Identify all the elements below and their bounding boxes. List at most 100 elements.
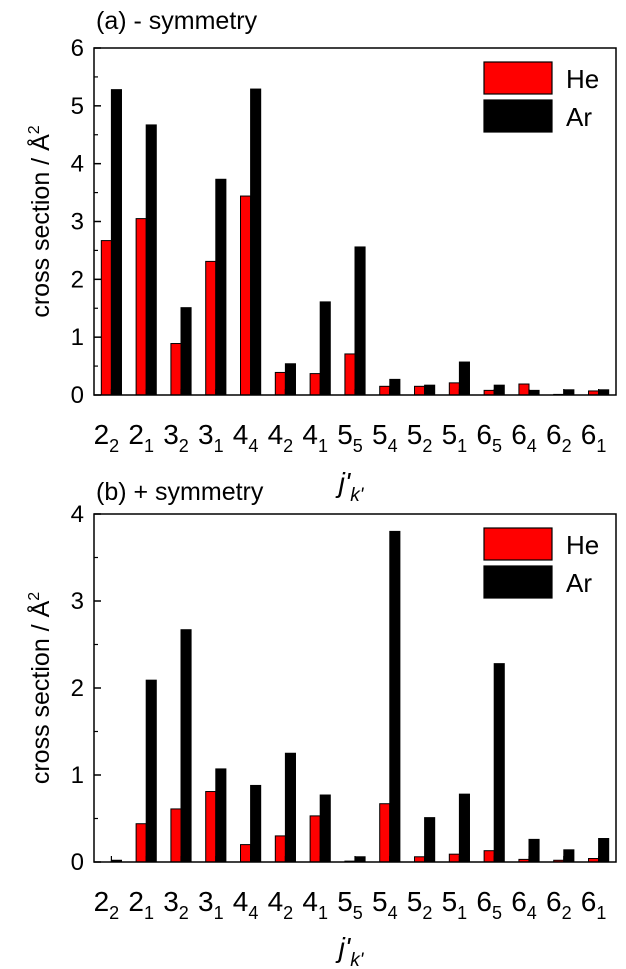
bar-ar-44 xyxy=(250,784,262,863)
legend-label-ar: Ar xyxy=(566,102,592,132)
y-tick-label: 2 xyxy=(71,266,84,293)
bar-ar-51 xyxy=(458,793,470,863)
bar-ar-31 xyxy=(215,178,227,396)
x-tick-label-main: 3 xyxy=(198,419,214,450)
bar-ar-21 xyxy=(145,679,157,863)
bar-he-55 xyxy=(344,353,356,396)
bar-ar-41 xyxy=(319,794,331,863)
x-tick-label-sub: 1 xyxy=(318,436,328,456)
bar-ar-55 xyxy=(354,246,366,396)
x-axis-label-prime: ' xyxy=(345,932,352,963)
x-tick-label-sub: 5 xyxy=(492,436,502,456)
bar-ar-64 xyxy=(528,838,540,863)
bar-ar-31 xyxy=(215,768,227,863)
x-tick-label-sub: 1 xyxy=(214,903,224,923)
x-tick-label-main: 2 xyxy=(94,419,110,450)
bar-he-41 xyxy=(309,373,321,396)
y-tick-label: 1 xyxy=(71,324,84,351)
x-tick-label-main: 5 xyxy=(442,419,458,450)
x-tick-label-sub: 2 xyxy=(179,436,189,456)
y-axis-label-sup: 2 xyxy=(26,125,43,134)
bar-he-51 xyxy=(448,382,460,396)
legend-swatch-ar xyxy=(483,99,553,133)
x-tick-label: 61 xyxy=(581,419,607,456)
x-tick-label-main: 6 xyxy=(546,419,562,450)
y-axis-label-text: cross section / Å xyxy=(25,600,55,784)
bar-he-31 xyxy=(205,791,217,863)
bar-he-44 xyxy=(240,195,252,396)
bar-he-51 xyxy=(448,853,460,863)
x-tick-label-main: 6 xyxy=(546,886,562,917)
x-tick-label: 54 xyxy=(372,886,398,923)
x-tick-label: 65 xyxy=(476,419,502,456)
x-tick-label-main: 5 xyxy=(372,419,388,450)
x-tick-label-sub: 1 xyxy=(596,903,606,923)
y-axis-label-text: cross section / Å xyxy=(25,134,55,318)
x-tick-label-sub: 2 xyxy=(179,903,189,923)
x-tick-label-sub: 2 xyxy=(562,436,572,456)
x-tick-label: 44 xyxy=(233,419,259,456)
x-tick-label: 51 xyxy=(442,419,468,456)
x-axis-label: j'k' xyxy=(335,932,365,969)
y-tick-label: 3 xyxy=(71,588,84,615)
bar-ar-44 xyxy=(250,88,262,396)
x-tick-label: 21 xyxy=(128,886,154,923)
bar-ar-42 xyxy=(284,363,296,396)
x-tick-label: 51 xyxy=(442,886,468,923)
x-tick-label-sub: 1 xyxy=(214,436,224,456)
bar-he-54 xyxy=(379,385,391,396)
bar-he-54 xyxy=(379,803,391,863)
x-tick-label-main: 6 xyxy=(511,886,527,917)
x-tick-label-sub: 1 xyxy=(596,436,606,456)
bar-ar-52 xyxy=(424,384,436,396)
x-tick-label: 22 xyxy=(94,886,120,923)
x-tick-label: 64 xyxy=(511,886,537,923)
x-tick-label-main: 4 xyxy=(302,886,318,917)
y-tick-label: 6 xyxy=(71,35,84,62)
x-tick-label-sub: 4 xyxy=(248,436,258,456)
x-tick-label-main: 4 xyxy=(268,886,284,917)
x-tick-label: 22 xyxy=(94,419,120,456)
y-tick-label: 3 xyxy=(71,209,84,236)
x-tick-label-sub: 2 xyxy=(562,903,572,923)
bar-he-21 xyxy=(135,823,147,863)
x-tick-label: 41 xyxy=(302,886,328,923)
bar-he-21 xyxy=(135,218,147,396)
bar-he-42 xyxy=(274,371,286,396)
bar-he-44 xyxy=(240,844,252,863)
legend-swatch-ar xyxy=(483,565,553,599)
x-tick-label-sub: 1 xyxy=(457,436,467,456)
x-tick-label: 62 xyxy=(546,419,572,456)
x-tick-label: 62 xyxy=(546,886,572,923)
x-tick-label: 32 xyxy=(163,886,189,923)
x-tick-label: 55 xyxy=(337,886,363,923)
x-tick-label: 32 xyxy=(163,419,189,456)
bar-ar-42 xyxy=(284,752,296,863)
bar-ar-41 xyxy=(319,301,331,396)
x-axis-label-sub: k' xyxy=(350,485,365,506)
x-tick-label-main: 3 xyxy=(198,886,214,917)
x-tick-label-main: 2 xyxy=(94,886,110,917)
panel-title: (a) - symmetry xyxy=(96,7,258,35)
bar-ar-62 xyxy=(563,389,575,396)
bar-ar-62 xyxy=(563,849,575,863)
x-tick-label-main: 6 xyxy=(581,886,597,917)
x-tick-label: 31 xyxy=(198,419,224,456)
x-tick-label-main: 6 xyxy=(581,419,597,450)
legend-swatch-he xyxy=(483,61,553,95)
bar-ar-65 xyxy=(493,384,505,396)
panel-title: (b) + symmetry xyxy=(96,478,264,506)
x-tick-label: 42 xyxy=(268,886,294,923)
x-axis-label: j'k' xyxy=(335,467,365,506)
x-tick-label: 52 xyxy=(407,419,433,456)
bar-he-32 xyxy=(170,343,182,396)
bar-ar-65 xyxy=(493,663,505,863)
y-axis-label-sup: 2 xyxy=(26,592,43,601)
x-tick-label-sub: 2 xyxy=(109,903,119,923)
x-tick-label-main: 2 xyxy=(128,886,144,917)
bar-he-32 xyxy=(170,808,182,863)
x-tick-label-sub: 5 xyxy=(353,903,363,923)
bar-ar-54 xyxy=(389,530,401,863)
x-tick-label-main: 4 xyxy=(302,419,318,450)
